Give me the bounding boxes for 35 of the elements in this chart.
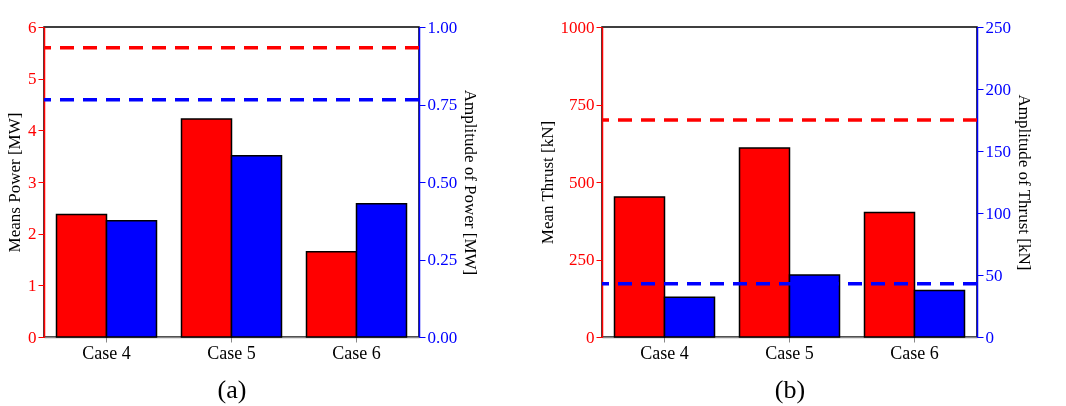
y2-tick-label: 250 [985, 17, 1011, 37]
y2-tick-label: 150 [985, 141, 1011, 161]
y-tick-label: 250 [569, 250, 595, 269]
y2-tick-label: 100 [985, 203, 1011, 223]
y-tick-label: 6 [28, 17, 37, 37]
x-axis-title: (b) [774, 374, 806, 404]
y-tick-label: 1000 [560, 17, 595, 37]
y2-tick-label: 0.00 [427, 327, 458, 347]
y-tick-label: 500 [569, 172, 595, 192]
y-tick-label: 3 [28, 172, 37, 192]
y2-axis-title: Amplitude of Thrust [kN] [1015, 94, 1034, 271]
y-tick-label: 2 [28, 224, 37, 244]
y-tick-label: 1 [28, 275, 37, 295]
y2-tick-label: 50 [985, 265, 1003, 285]
x-axis-title: (a) [217, 374, 247, 404]
y2-tick-label: 0.50 [427, 172, 458, 192]
y-tick-label: 4 [28, 120, 37, 140]
y2-tick-label: 0.25 [427, 250, 458, 269]
x-tick-label: Case 6 [890, 342, 939, 363]
x-tick-label: Case 4 [640, 342, 689, 363]
y-axis-title: Means Power [MW] [5, 112, 24, 253]
y-axis-title: Mean Thrust [kN] [537, 120, 557, 245]
y2-axis-title: Amplitude of Power [MW] [461, 89, 481, 276]
y2-tick-label: 1.00 [427, 17, 458, 37]
x-tick-label: Case 6 [332, 342, 381, 363]
y2-tick-label: 0.75 [427, 95, 458, 114]
x-tick-label: Case 5 [207, 342, 256, 363]
y2-tick-label: 0 [985, 327, 994, 347]
y-tick-label: 0 [28, 327, 37, 347]
x-tick-label: Case 4 [82, 342, 131, 363]
y-tick-label: 750 [569, 95, 595, 114]
x-tick-label: Case 5 [765, 342, 814, 363]
y2-tick-label: 200 [985, 79, 1011, 99]
y-tick-label: 0 [586, 327, 595, 347]
y-tick-label: 5 [28, 69, 37, 89]
